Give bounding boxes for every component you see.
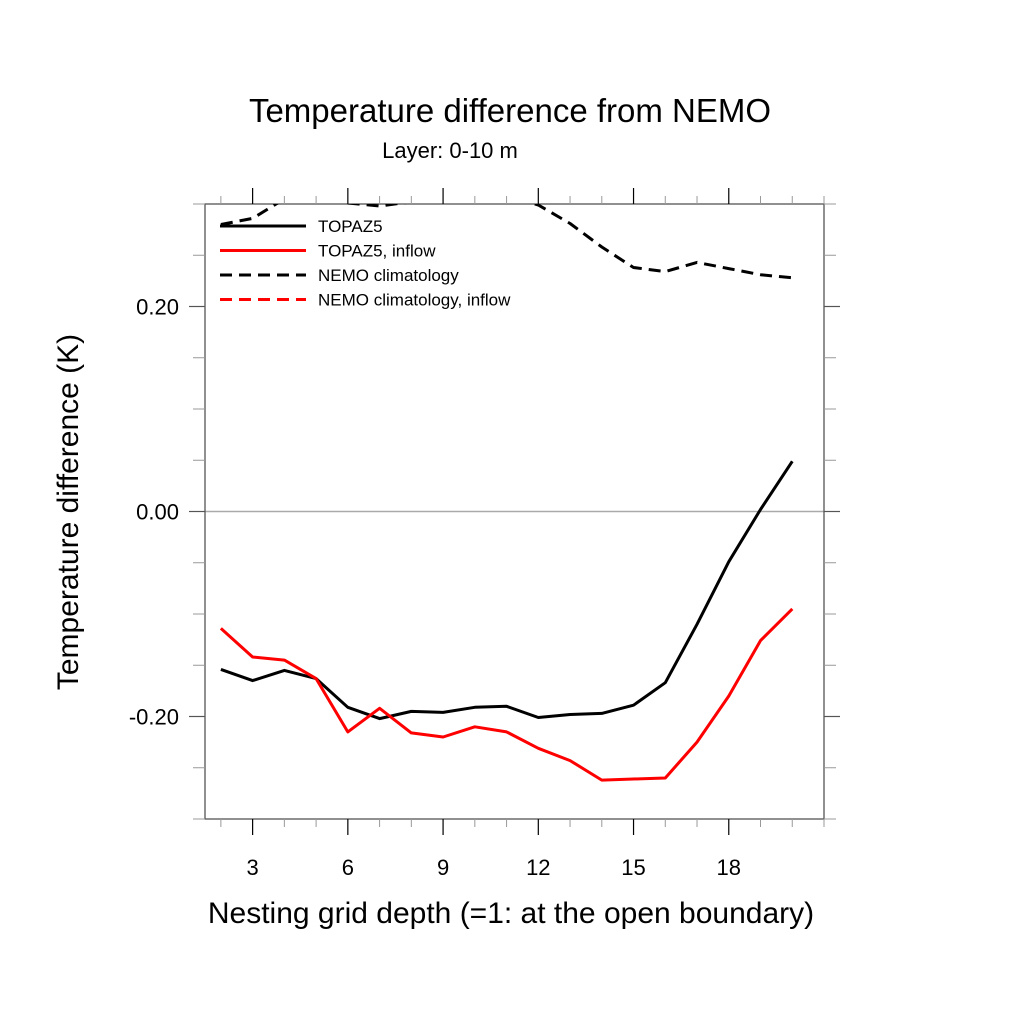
legend-label: NEMO climatology bbox=[318, 266, 459, 285]
legend-label: NEMO climatology, inflow bbox=[318, 291, 511, 310]
series-line-topaz5-inflow bbox=[219, 607, 794, 782]
y-tick-label: 0.00 bbox=[136, 500, 179, 525]
legend-label: TOPAZ5, inflow bbox=[318, 242, 436, 261]
x-tick-label: 3 bbox=[246, 855, 258, 880]
x-tick-label: 15 bbox=[621, 855, 645, 880]
x-tick-label: 18 bbox=[717, 855, 741, 880]
x-tick-label: 9 bbox=[437, 855, 449, 880]
chart-title: Temperature difference from NEMO bbox=[249, 92, 771, 129]
y-tick-label: 0.20 bbox=[136, 295, 179, 320]
series-line-topaz5 bbox=[220, 460, 794, 721]
axes: 3 6 9 12 15 18 -0.20 0.00 0.20 bbox=[129, 188, 840, 880]
x-axis-label: Nesting grid depth (=1: at the open boun… bbox=[208, 897, 814, 930]
series-group bbox=[219, 204, 794, 782]
x-tick-label: 6 bbox=[342, 855, 354, 880]
chart-subtitle: Layer: 0-10 m bbox=[382, 138, 518, 163]
x-tick-label: 12 bbox=[526, 855, 550, 880]
y-axis-label: Temperature difference (K) bbox=[52, 334, 85, 690]
legend-label: TOPAZ5 bbox=[318, 217, 383, 236]
legend: TOPAZ5 TOPAZ5, inflow NEMO climatology NEMO… bbox=[220, 217, 511, 310]
y-tick-label: -0.20 bbox=[129, 705, 179, 730]
